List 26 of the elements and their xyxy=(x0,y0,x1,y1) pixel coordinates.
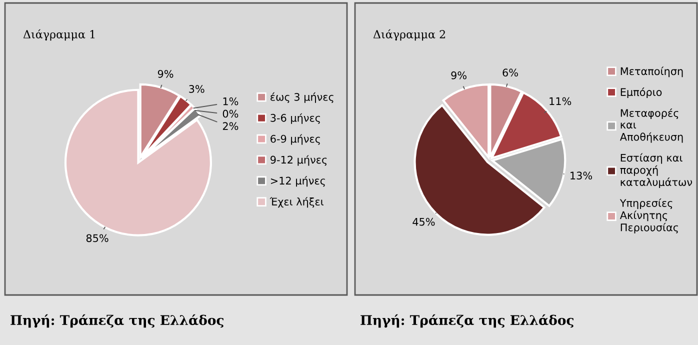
legend-label: 3-6 μήνες xyxy=(270,113,320,124)
legend-label: >12 μήνες xyxy=(270,176,325,187)
legend-label: έως 3 μήνες xyxy=(270,92,334,103)
legend-label: Υπηρεσίες Ακίνητης Περιουσίας xyxy=(620,198,678,234)
data-label: 11% xyxy=(550,97,572,106)
data-label: 85% xyxy=(86,234,108,242)
data-label: 6% xyxy=(502,68,518,77)
legend-label: Εστίαση και παροχή καταλυμάτων xyxy=(620,153,692,188)
data-label: 9% xyxy=(451,71,466,80)
data-label: 3% xyxy=(189,85,204,93)
data-label: 9% xyxy=(158,70,174,78)
legend-label: Μεταφορές και Αποθήκευση xyxy=(620,108,683,143)
data-label: 45% xyxy=(412,218,435,226)
legend-label: Έχει λήξει xyxy=(270,197,324,208)
legend-label: 6-9 μήνες xyxy=(270,134,320,145)
legend-label: 9-12 μήνες xyxy=(270,155,327,166)
data-label: 1% xyxy=(223,97,238,106)
legend-label: Εμπόριο xyxy=(620,88,662,98)
text: Πηγή: Τράπεζα της Ελλάδος xyxy=(10,314,224,328)
data-label: 13% xyxy=(570,172,592,180)
data-label: 2% xyxy=(222,122,238,130)
chart-title: Διάγραμμα 1 xyxy=(23,29,95,41)
legend-label: Μεταποίηση xyxy=(620,66,683,78)
text: 0% xyxy=(222,110,238,118)
text: Πηγή: Τράπεζα της Ελλάδος xyxy=(360,314,574,328)
chart-title: Διάγραμμα 2 xyxy=(373,29,446,41)
